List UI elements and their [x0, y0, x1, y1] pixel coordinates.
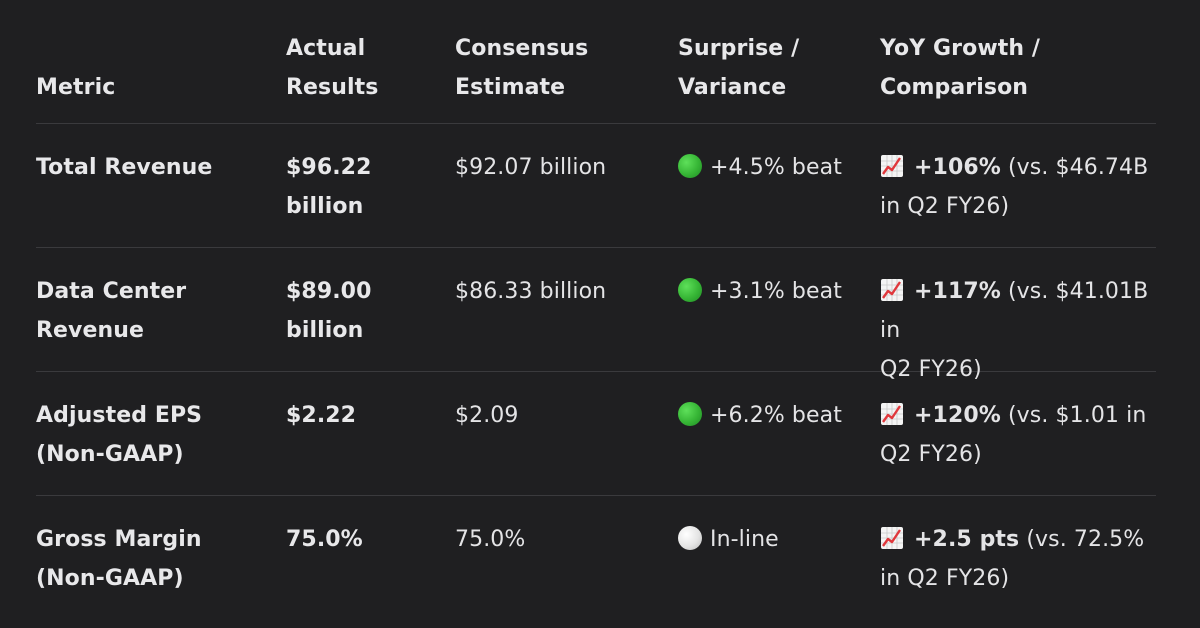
- consensus-value: $2.09: [455, 403, 519, 428]
- actual-cell: $89.00 billion: [286, 248, 455, 371]
- green-circle-icon: [678, 278, 702, 302]
- header-actual-line2: Results: [286, 75, 379, 100]
- metric-label-line2: Revenue: [36, 318, 145, 343]
- header-surprise-line1: Surprise /: [678, 36, 800, 61]
- actual-value: $89.00: [286, 279, 372, 304]
- chart-increasing-icon: [881, 279, 903, 301]
- white-circle-icon: [678, 526, 702, 550]
- yoy-comparison-text: (vs. $46.74B: [1000, 155, 1149, 180]
- actual-cell: $96.22 billion: [286, 124, 455, 247]
- chart-increasing-icon: [881, 155, 903, 177]
- header-yoy-line2: Comparison: [880, 75, 1029, 100]
- yoy-cell: +2.5 pts (vs. 72.5% in Q2 FY26): [880, 496, 1156, 624]
- consensus-cell: $92.07 billion: [455, 124, 678, 247]
- yoy-comparison-text: (vs. $1.01 in: [1000, 403, 1147, 428]
- consensus-value: 75.0%: [455, 527, 526, 552]
- chart-increasing-icon: [881, 403, 903, 425]
- yoy-comparison-period: Q2 FY26): [880, 357, 982, 382]
- metric-label-line2: (Non-GAAP): [36, 442, 184, 467]
- table-row: Adjusted EPS (Non-GAAP) $2.22 $2.09 +6.2…: [36, 372, 1156, 496]
- header-consensus-line1: Consensus: [455, 36, 589, 61]
- chart-increasing-icon: [881, 527, 903, 549]
- yoy-cell: +106% (vs. $46.74B in Q2 FY26): [880, 124, 1156, 247]
- metric-cell: Total Revenue: [36, 124, 286, 247]
- header-surprise-variance: Surprise / Variance: [678, 0, 880, 123]
- metric-label: Data Center: [36, 279, 187, 304]
- header-surprise-line2: Variance: [678, 75, 787, 100]
- metric-label: Total Revenue: [36, 155, 213, 180]
- header-consensus-estimate: Consensus Estimate: [455, 0, 678, 123]
- yoy-cell: +120% (vs. $1.01 in Q2 FY26): [880, 372, 1156, 495]
- header-actual-line1: Actual: [286, 36, 366, 61]
- metric-label: Adjusted EPS: [36, 403, 203, 428]
- actual-unit: billion: [286, 194, 364, 219]
- surprise-cell: +6.2% beat: [678, 372, 880, 495]
- yoy-growth-value: +120%: [914, 403, 1001, 428]
- header-metric: Metric: [36, 0, 286, 123]
- table-header-row: Metric Actual Results Consensus Estimate…: [36, 0, 1156, 124]
- yoy-comparison-text: (vs. 72.5%: [1019, 527, 1145, 552]
- actual-value: 75.0%: [286, 527, 363, 552]
- actual-cell: $2.22: [286, 372, 455, 495]
- actual-value: $96.22: [286, 155, 372, 180]
- yoy-growth-value: +117%: [914, 279, 1001, 304]
- green-circle-icon: [678, 154, 702, 178]
- table-row: Total Revenue $96.22 billion $92.07 bill…: [36, 124, 1156, 248]
- header-yoy-line1: YoY Growth /: [880, 36, 1041, 61]
- metric-cell: Gross Margin (Non-GAAP): [36, 496, 286, 624]
- header-yoy-growth: YoY Growth / Comparison: [880, 0, 1156, 123]
- metric-cell: Data Center Revenue: [36, 248, 286, 371]
- surprise-value: In-line: [710, 527, 779, 552]
- surprise-cell: In-line: [678, 496, 880, 624]
- green-circle-icon: [678, 402, 702, 426]
- yoy-comparison-text: (vs. $41.01B in: [880, 279, 1149, 343]
- metric-label-line2: (Non-GAAP): [36, 566, 184, 591]
- actual-unit: billion: [286, 318, 364, 343]
- table-row: Gross Margin (Non-GAAP) 75.0% 75.0% In-l…: [36, 496, 1156, 624]
- surprise-cell: +3.1% beat: [678, 248, 880, 371]
- actual-value: $2.22: [286, 403, 357, 428]
- metric-cell: Adjusted EPS (Non-GAAP): [36, 372, 286, 495]
- metric-label: Gross Margin: [36, 527, 202, 552]
- surprise-value: +4.5% beat: [710, 155, 842, 180]
- surprise-cell: +4.5% beat: [678, 124, 880, 247]
- table-row: Data Center Revenue $89.00 billion $86.3…: [36, 248, 1156, 382]
- actual-cell: 75.0%: [286, 496, 455, 624]
- consensus-value: $92.07 billion: [455, 155, 607, 180]
- yoy-comparison-period: in Q2 FY26): [880, 566, 1010, 591]
- consensus-cell: 75.0%: [455, 496, 678, 624]
- header-actual-results: Actual Results: [286, 0, 455, 123]
- header-metric-label: Metric: [36, 75, 116, 100]
- yoy-growth-value: +106%: [914, 155, 1001, 180]
- yoy-comparison-period: in Q2 FY26): [880, 194, 1010, 219]
- surprise-value: +6.2% beat: [710, 403, 842, 428]
- yoy-cell: +117% (vs. $41.01B in Q2 FY26): [880, 248, 1156, 382]
- yoy-growth-value: +2.5 pts: [914, 527, 1020, 552]
- header-consensus-line2: Estimate: [455, 75, 566, 100]
- consensus-value: $86.33 billion: [455, 279, 607, 304]
- surprise-value: +3.1% beat: [710, 279, 842, 304]
- earnings-table: Metric Actual Results Consensus Estimate…: [36, 0, 1156, 624]
- yoy-comparison-period: Q2 FY26): [880, 442, 982, 467]
- consensus-cell: $2.09: [455, 372, 678, 495]
- consensus-cell: $86.33 billion: [455, 248, 678, 371]
